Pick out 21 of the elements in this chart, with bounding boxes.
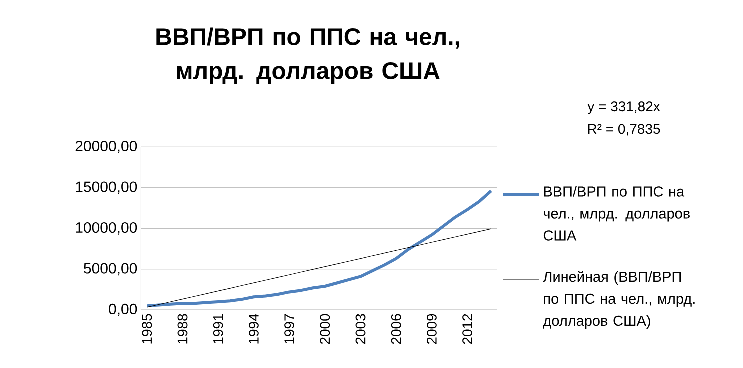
x-tick-label: 2006 — [391, 314, 402, 344]
text: R² = 0,7835 — [588, 124, 660, 136]
chart-title: ВВП/ВРП по ППС на чел., млрд. долларов США — [156, 28, 460, 84]
x-tick-label: 1988 — [178, 314, 188, 344]
x-tick-label: 1994 — [248, 314, 259, 344]
y-tick-label: 20000,00 — [76, 140, 138, 154]
legend-label: Линейная (ВВП/ВРП по ППС на чел., млрд. долларов США) — [543, 271, 695, 329]
line-series — [146, 190, 493, 308]
x-tick-label: 2003 — [356, 314, 366, 344]
x-tick-label: 2012 — [462, 314, 473, 344]
y-tick-label: 5000,00 — [84, 263, 138, 276]
legend-label: ВВП/ВРП по ППС на чел., млрд. долларов США — [544, 186, 690, 241]
text: y = 331,82x — [588, 102, 660, 114]
y-tick-label: 0,00 — [109, 304, 138, 316]
y-tick-label: 10000,00 — [76, 222, 138, 235]
x-tick-label: 1985 — [142, 314, 152, 344]
x-tick-label: 1997 — [284, 314, 295, 344]
x-tick-label: 2009 — [426, 314, 437, 344]
x-tick-label: 2000 — [320, 314, 330, 344]
y-tick-label: 15000,00 — [76, 182, 138, 194]
x-tick-label: 1991 — [213, 314, 224, 344]
